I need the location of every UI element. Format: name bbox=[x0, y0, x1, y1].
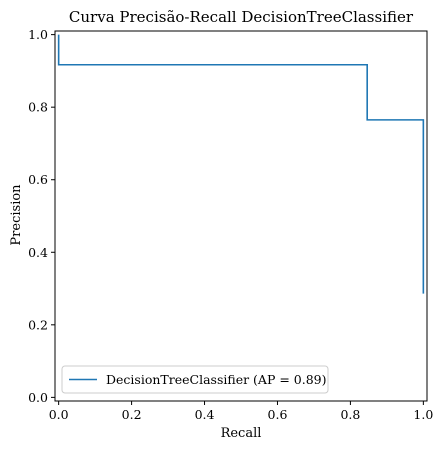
axes-frame bbox=[54, 30, 428, 402]
y-tick-label: 1.0 bbox=[28, 27, 48, 42]
plot-area: 0.0 0.2 0.4 0.6 0.8 1.0 0.0 0.2 0.4 0.6 0.8 1.0 Deci… bbox=[28, 27, 433, 422]
x-axis-label: Recall bbox=[221, 426, 262, 441]
y-tick-label: 0.8 bbox=[28, 100, 48, 115]
chart-title: Curva Precisão-Recall DecisionTreeClassi… bbox=[69, 8, 414, 26]
series-line-0 bbox=[57, 34, 425, 294]
legend-box bbox=[61, 365, 329, 394]
x-tick-label: 0.2 bbox=[122, 407, 142, 422]
legend-label: DecisionTreeClassifier (AP = 0.89) bbox=[106, 372, 326, 387]
x-tick-label: 0.0 bbox=[49, 407, 69, 422]
y-tick-label: 0.0 bbox=[28, 390, 48, 405]
x-tick-label: 0.8 bbox=[340, 407, 360, 422]
y-tick-label: 0.2 bbox=[28, 317, 48, 332]
y-axis-label: Precision bbox=[9, 184, 24, 246]
x-tick-label: 1.0 bbox=[413, 407, 433, 422]
x-tick-label: 0.6 bbox=[268, 407, 288, 422]
y-tick-label: 0.6 bbox=[28, 172, 48, 187]
x-tick-label: 0.4 bbox=[195, 407, 215, 422]
y-tick-label: 0.4 bbox=[28, 245, 48, 260]
